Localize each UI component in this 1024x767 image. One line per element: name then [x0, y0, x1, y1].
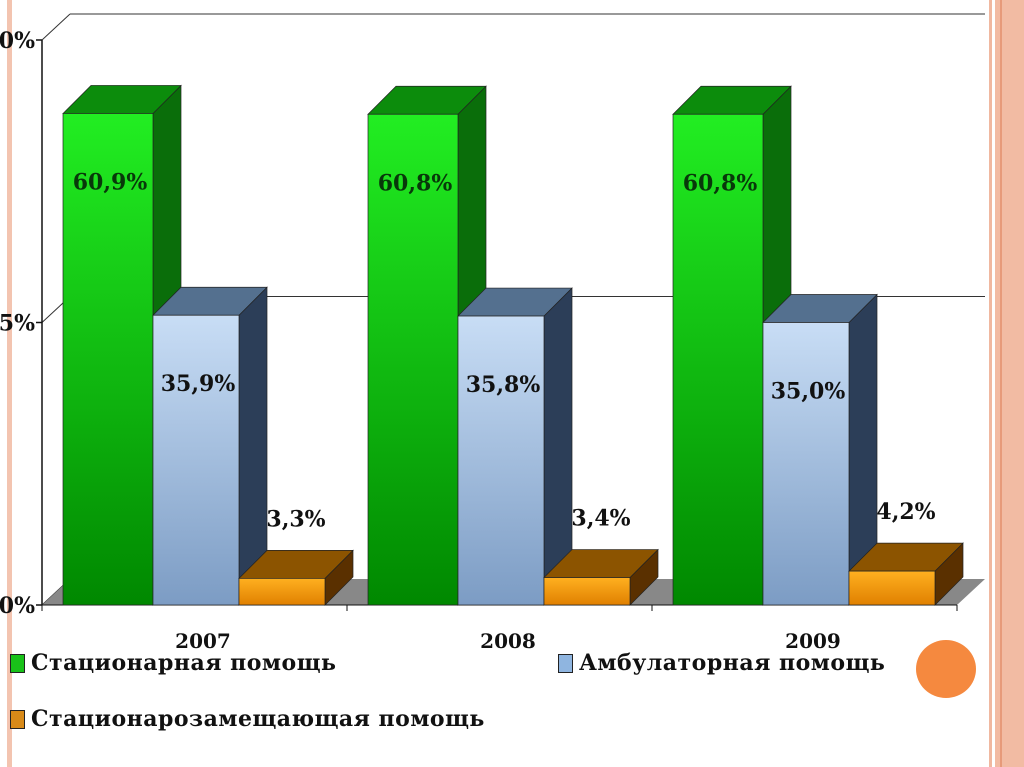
data-label: 3,4%: [571, 506, 630, 532]
data-label: 35,9%: [161, 371, 236, 397]
bar-2007-1: [152, 314, 240, 606]
data-label: 3,3%: [266, 506, 325, 532]
legend-label: Амбулаторная помощь: [579, 650, 886, 676]
data-label: 4,2%: [876, 499, 935, 525]
data-label: 60,8%: [683, 170, 758, 196]
x-tick-label: 2007: [175, 629, 231, 653]
legend-swatch-green: [10, 653, 25, 673]
bar-2007-0: [62, 113, 154, 606]
legend-item-ambulatory: Амбулаторная помощь: [558, 650, 885, 676]
legend-item-stationary: Стационарная помощь: [10, 650, 336, 676]
data-label: 60,9%: [73, 169, 148, 195]
y-tick-label: 35%: [0, 311, 35, 337]
data-label: 60,8%: [378, 170, 453, 196]
bar-2008-2: [543, 577, 631, 606]
right-decor-stripe: [985, 0, 1024, 767]
x-tick-label: 2009: [785, 629, 841, 653]
bar-2007-2: [238, 578, 326, 606]
x-tick-label: 2008: [480, 629, 536, 653]
legend-swatch-orange: [10, 709, 25, 729]
decorative-orange-circle: [916, 640, 976, 698]
bar-2009-2: [848, 570, 936, 606]
gridline-diagonal: [41, 13, 71, 41]
left-decor-stripe: [7, 0, 12, 767]
data-label: 35,8%: [466, 372, 541, 398]
bar-2009-1: [762, 322, 850, 606]
data-label: 35,0%: [771, 379, 846, 405]
bar-2009-0: [672, 113, 764, 606]
legend-label: Стационарозамещающая помощь: [31, 706, 485, 732]
legend-swatch-blue: [558, 653, 573, 673]
legend-item-day-care: Стационарозамещающая помощь: [10, 706, 485, 732]
y-tick-label: 70%: [0, 28, 35, 54]
bar-2008-1: [457, 315, 545, 606]
right-decor-line: [1000, 0, 1002, 767]
y-tick-label: 0%: [0, 593, 35, 619]
legend-label: Стационарная помощь: [31, 650, 337, 676]
